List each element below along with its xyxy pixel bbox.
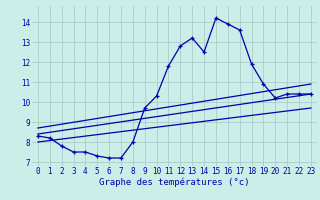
X-axis label: Graphe des températures (°c): Graphe des températures (°c) [99,178,250,187]
